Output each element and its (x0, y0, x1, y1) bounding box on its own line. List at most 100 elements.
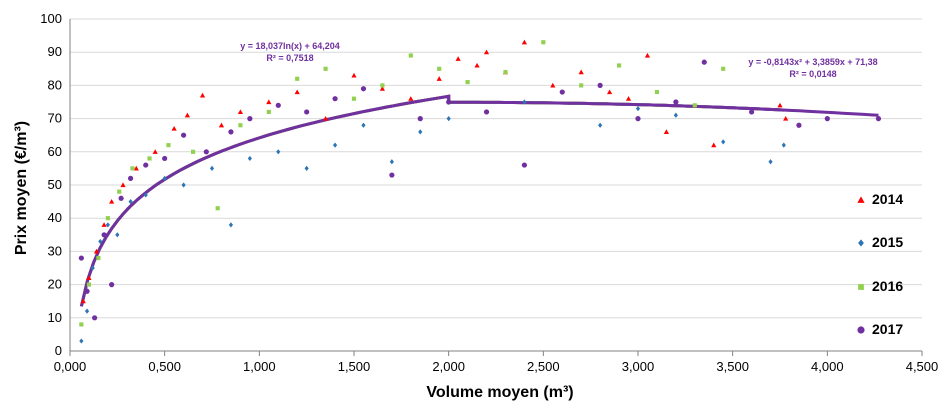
data-point-2014 (607, 89, 613, 95)
data-point-2016 (79, 322, 84, 327)
data-point-2014 (578, 69, 584, 75)
data-point-2017 (332, 96, 338, 102)
data-point-2017 (247, 116, 253, 122)
data-point-2016 (86, 282, 92, 287)
trend-line-2015 (79, 94, 784, 307)
data-point-2015 (418, 129, 423, 135)
data-point-2015 (332, 142, 338, 148)
data-point-2016 (117, 189, 122, 194)
x-tick-label: 2,000 (432, 359, 465, 374)
x-tick-label: 4,000 (811, 359, 844, 374)
data-point-2016 (295, 76, 300, 81)
data-point-2016 (105, 216, 110, 221)
data-point-2016 (541, 40, 546, 45)
data-point-2016 (616, 63, 622, 68)
legend-marker-2015 (858, 239, 864, 247)
data-point-2014 (120, 182, 126, 188)
data-point-2014 (93, 248, 100, 254)
data-point-2014 (783, 116, 789, 121)
data-point-2014 (521, 39, 527, 45)
data-point-2017 (92, 315, 98, 321)
x-tick-label: 4,500 (906, 359, 939, 374)
data-point-2017 (875, 116, 882, 122)
y-tick-label: 80 (48, 77, 62, 92)
data-point-2014 (80, 298, 86, 304)
data-point-2017 (483, 109, 490, 115)
legend-marker-2016 (858, 284, 864, 290)
data-point-2015 (115, 232, 120, 238)
data-point-2015 (162, 175, 167, 181)
data-point-2014 (86, 275, 92, 281)
data-point-2017 (78, 255, 84, 261)
data-point-2017 (228, 129, 234, 135)
trend-line-2014 (79, 94, 784, 307)
data-point-2017 (162, 155, 168, 162)
data-point-2016 (437, 66, 442, 71)
x-axis-title: Volume moyen (m³) (426, 384, 573, 401)
data-point-2015 (389, 159, 394, 165)
data-point-2016 (147, 156, 152, 161)
y-tick-label: 60 (48, 144, 62, 159)
data-point-2017 (118, 195, 124, 201)
data-point-2016 (215, 206, 220, 211)
legend-label-2015: 2015 (872, 234, 903, 250)
data-point-2016 (380, 83, 385, 88)
data-point-2015 (247, 155, 252, 162)
legend-label-2016: 2016 (872, 278, 903, 294)
data-point-2015 (598, 122, 603, 128)
y-tick-label: 0 (55, 343, 62, 358)
data-point-2014 (101, 222, 107, 227)
x-tick-label: 3,000 (622, 359, 655, 374)
data-point-2017 (360, 86, 367, 92)
data-point-2016 (266, 109, 271, 115)
data-point-2014 (133, 165, 139, 171)
data-point-2016 (190, 149, 196, 154)
data-point-2014 (323, 116, 329, 121)
data-point-2017 (127, 175, 134, 181)
data-point-2015 (228, 222, 234, 228)
data-point-2014 (266, 99, 272, 105)
data-point-2015 (304, 165, 309, 171)
data-point-2017 (673, 99, 679, 105)
data-point-2015 (781, 142, 786, 148)
y-tick-label: 30 (48, 243, 62, 258)
data-point-2017 (796, 122, 802, 128)
data-point-2014 (351, 72, 357, 78)
y-tick-label: 70 (48, 111, 62, 126)
data-point-2015 (105, 222, 110, 228)
data-point-2017 (203, 149, 209, 155)
legend: 2014 2015 2016 2017 (857, 191, 903, 337)
data-point-2017 (824, 116, 830, 122)
data-point-2014 (777, 102, 783, 108)
x-tick-label: 3,500 (716, 359, 749, 374)
y-tick-label: 10 (48, 310, 62, 325)
data-point-2017 (521, 162, 528, 168)
annotation-poly-r2: R² = 0,0148 (789, 69, 836, 79)
x-tick-label: 0,500 (148, 359, 181, 374)
data-point-2017 (109, 282, 115, 288)
data-point-2015 (79, 338, 84, 344)
data-point-2014 (199, 92, 206, 98)
data-point-2015 (522, 99, 527, 105)
data-point-2015 (84, 308, 90, 314)
data-point-2017 (275, 102, 281, 108)
data-point-2016 (166, 143, 171, 148)
data-point-2016 (96, 255, 101, 261)
trend-line-2016 (79, 94, 724, 307)
gridlines (70, 18, 922, 319)
data-point-2014 (152, 149, 158, 154)
data-point-2016 (130, 166, 135, 171)
y-tick-labels: 0 10 20 30 40 50 60 70 80 90 100 (40, 11, 62, 358)
y-tick-label: 50 (48, 177, 62, 192)
data-point-2014 (474, 62, 480, 68)
data-point-2014 (644, 52, 651, 58)
trend-line-2017 (79, 94, 879, 307)
data-point-2014 (483, 49, 490, 55)
data-point-2014 (294, 89, 300, 95)
data-point-2015 (209, 165, 215, 171)
y-tick-label: 40 (48, 210, 62, 225)
x-tick-label: 0,000 (54, 359, 87, 374)
data-point-2017 (559, 89, 565, 95)
data-points (78, 39, 882, 344)
